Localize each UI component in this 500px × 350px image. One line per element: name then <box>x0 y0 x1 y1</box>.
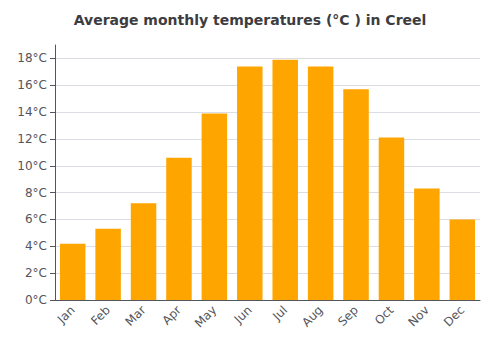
svg-text:18°C: 18°C <box>17 51 47 65</box>
svg-text:Sep: Sep <box>335 303 361 329</box>
svg-text:6°C: 6°C <box>25 212 47 226</box>
svg-text:10°C: 10°C <box>17 159 47 173</box>
svg-text:14°C: 14°C <box>17 105 47 119</box>
svg-text:12°C: 12°C <box>17 132 47 146</box>
svg-text:Oct: Oct <box>372 303 397 328</box>
svg-text:Feb: Feb <box>88 303 113 328</box>
svg-text:Jan: Jan <box>54 303 78 327</box>
svg-text:Jun: Jun <box>231 303 255 327</box>
svg-text:2°C: 2°C <box>25 266 47 280</box>
svg-text:Apr: Apr <box>159 303 184 328</box>
svg-text:May: May <box>192 303 219 330</box>
svg-text:8°C: 8°C <box>25 186 47 200</box>
svg-text:4°C: 4°C <box>25 239 47 253</box>
svg-text:Aug: Aug <box>299 303 325 329</box>
svg-text:Dec: Dec <box>441 303 467 329</box>
svg-text:16°C: 16°C <box>17 78 47 92</box>
svg-text:Jul: Jul <box>269 303 290 324</box>
svg-text:Mar: Mar <box>123 303 149 329</box>
svg-text:Nov: Nov <box>405 303 431 329</box>
svg-text:Average monthly temperatures (: Average monthly temperatures (°C ) in Cr… <box>74 12 427 28</box>
svg-text:0°C: 0°C <box>25 293 47 307</box>
